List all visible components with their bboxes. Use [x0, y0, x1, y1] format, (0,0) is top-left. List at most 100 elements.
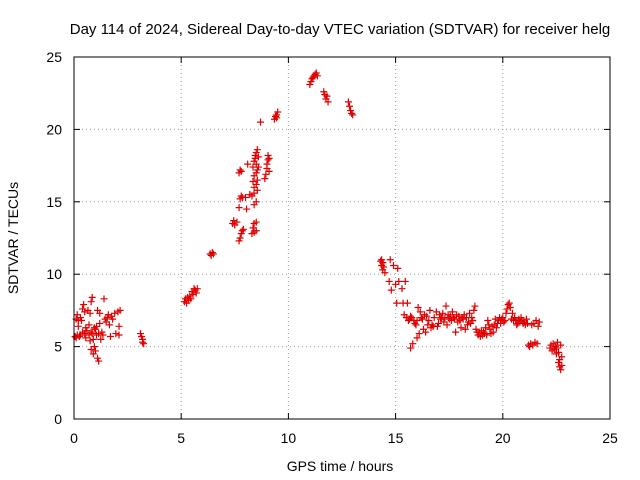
y-tick-label: 5 — [54, 339, 62, 355]
data-point — [115, 322, 123, 330]
data-point — [95, 330, 103, 338]
x-tick-label: 5 — [177, 430, 185, 446]
data-point — [87, 328, 95, 336]
data-point — [263, 160, 271, 168]
data-point — [470, 306, 478, 314]
x-tick-label: 10 — [281, 430, 297, 446]
x-tick-label: 15 — [388, 430, 404, 446]
data-point — [105, 321, 113, 329]
data-point — [116, 306, 124, 314]
data-point — [78, 317, 86, 325]
data-point — [434, 319, 442, 327]
data-point — [253, 186, 261, 194]
data-point — [193, 285, 201, 293]
data-point — [253, 176, 261, 184]
data-point — [412, 321, 420, 329]
grid — [74, 57, 610, 419]
data-point — [237, 167, 245, 175]
data-point — [208, 248, 216, 256]
data-point — [502, 309, 510, 317]
data-point — [274, 108, 282, 116]
data-point — [254, 153, 262, 161]
data-point — [242, 193, 250, 201]
data-point — [415, 330, 423, 338]
data-point — [523, 319, 531, 327]
data-point — [558, 353, 566, 361]
data-point — [471, 302, 479, 310]
data-point — [253, 146, 261, 154]
data-point — [83, 327, 91, 335]
data-point — [95, 357, 103, 365]
data-point — [385, 277, 393, 285]
data-point — [96, 319, 104, 327]
data-point — [558, 361, 566, 369]
data-point — [439, 309, 447, 317]
data-point — [111, 309, 119, 317]
data-point — [422, 328, 430, 336]
data-point — [407, 312, 415, 320]
data-point — [324, 98, 332, 106]
data-point — [452, 328, 460, 336]
data-point — [85, 321, 93, 329]
data-point — [533, 340, 541, 348]
data-point — [532, 317, 540, 325]
data-point — [393, 299, 401, 307]
data-point — [489, 328, 497, 336]
data-point — [252, 180, 260, 188]
data-point — [505, 299, 513, 307]
data-point — [386, 256, 394, 264]
data-point — [380, 263, 388, 271]
data-point — [557, 366, 565, 374]
data-point — [491, 315, 499, 323]
data-point — [534, 322, 542, 330]
data-point — [252, 218, 260, 226]
data-point — [469, 317, 477, 325]
data-point — [261, 175, 269, 183]
data-point — [349, 111, 357, 119]
data-point — [394, 264, 402, 272]
data-point — [484, 317, 492, 325]
data-point — [430, 314, 438, 322]
data-point — [379, 259, 387, 267]
data-point — [252, 227, 260, 235]
data-point — [236, 234, 244, 242]
data-point — [426, 306, 434, 314]
data-point — [466, 309, 474, 317]
data-point — [90, 343, 98, 351]
data-point — [535, 318, 543, 326]
y-tick-label: 0 — [54, 411, 62, 427]
data-points — [71, 69, 566, 374]
data-point — [244, 160, 252, 168]
data-point — [348, 109, 356, 117]
data-point — [414, 304, 422, 312]
data-point — [86, 309, 94, 317]
data-point — [254, 163, 262, 171]
data-point — [265, 167, 273, 175]
data-point — [501, 317, 509, 325]
data-point — [81, 308, 89, 316]
data-point — [233, 218, 241, 226]
data-point — [273, 114, 281, 122]
data-point — [407, 344, 415, 352]
data-point — [112, 330, 120, 338]
data-point — [209, 250, 217, 258]
data-point — [403, 299, 411, 307]
data-point — [189, 290, 197, 298]
data-point — [87, 298, 95, 306]
data-point — [398, 285, 406, 293]
data-point — [237, 192, 245, 200]
data-point — [106, 332, 114, 340]
data-point — [192, 289, 200, 297]
data-point — [187, 295, 195, 303]
data-point — [109, 315, 117, 323]
data-point — [344, 98, 352, 106]
data-point — [88, 293, 96, 301]
data-point — [243, 205, 251, 213]
data-point — [236, 166, 244, 174]
data-point — [139, 338, 147, 346]
plot-frame — [73, 56, 611, 420]
data-point — [115, 331, 123, 339]
axis-ticks — [73, 56, 611, 420]
data-point — [97, 335, 105, 343]
data-point — [239, 225, 247, 233]
